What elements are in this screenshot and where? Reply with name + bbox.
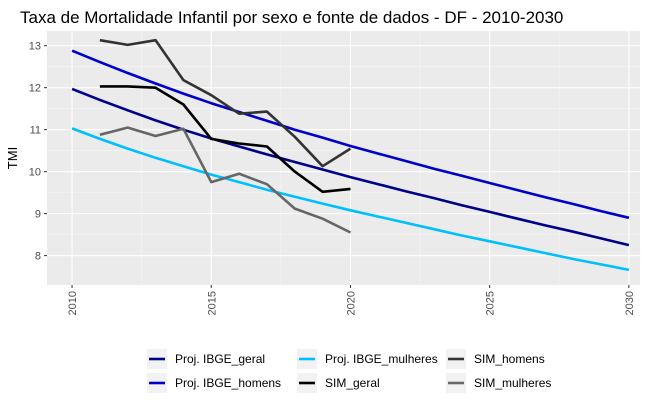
series-line-proj-ibge-homens <box>71 49 630 220</box>
y-tick-label: 13 <box>29 41 41 53</box>
y-tick-label: 8 <box>35 251 41 263</box>
series-line-proj-ibge-mulheres <box>71 127 630 272</box>
chart-title: Taxa de Mortalidade Infantil por sexo e … <box>20 8 563 27</box>
series-line-sim-homens <box>99 38 352 168</box>
x-tick-label: 2015 <box>206 291 218 315</box>
y-tick-label: 12 <box>29 83 41 95</box>
x-tick-label: 2025 <box>485 291 497 315</box>
x-axis-ticks: 2010 2015 2020 2025 2030 <box>67 285 636 315</box>
y-tick-label: 9 <box>35 209 41 221</box>
plot-panel <box>47 31 640 285</box>
y-tick-label: 10 <box>29 167 41 179</box>
series-line-sim-geral <box>99 85 351 194</box>
legend-label-proj-ibge-mulheres: Proj. IBGE_mulheres <box>325 352 438 366</box>
x-tick-label: 2030 <box>624 291 636 315</box>
legend-label-sim-mulheres: SIM_mulheres <box>474 376 551 390</box>
legend-label-sim-geral: SIM_geral <box>325 376 380 390</box>
series-line-proj-ibge-geral <box>71 87 630 247</box>
legend-label-proj-ibge-geral: Proj. IBGE_geral <box>175 352 265 366</box>
y-axis-title: TMI <box>5 147 20 169</box>
legend-label-proj-ibge-homens: Proj. IBGE_homens <box>175 376 281 390</box>
legend-label-sim-homens: SIM_homens <box>474 352 545 366</box>
y-tick-label: 11 <box>30 125 41 137</box>
series-line-sim-mulheres <box>99 126 352 234</box>
y-axis-ticks: 8 9 10 11 12 13 <box>29 41 47 263</box>
x-tick-label: 2020 <box>345 291 357 315</box>
x-tick-label: 2010 <box>67 291 79 315</box>
series-lines <box>71 38 630 272</box>
legend: Proj. IBGE_geral Proj. IBGE_homens Proj. I… <box>147 349 551 393</box>
